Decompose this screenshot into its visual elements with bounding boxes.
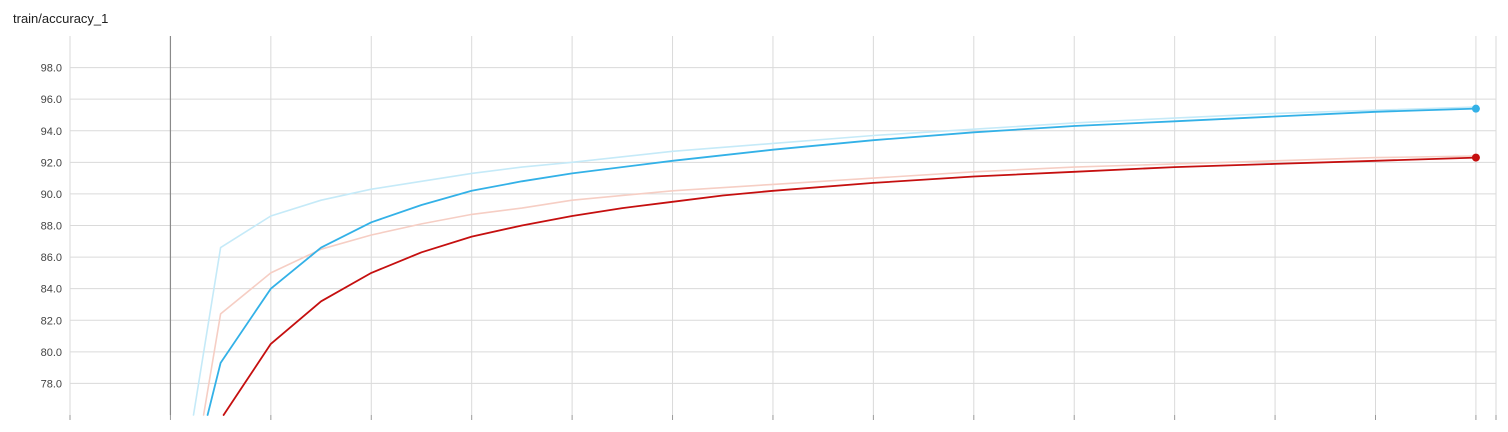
y-axis-tick-labels: 78.0 80.0 82.0 84.0 86.0 88.0 90.0 92.0 94.0 96.0… [41,63,62,391]
series-end-point-2 [1471,153,1480,162]
y-tick-label: 78.0 [41,378,62,390]
series-line-3 [202,155,1477,416]
y-tick-label: 90.0 [41,189,62,201]
axes [69,36,1497,420]
series-end-point-0 [1471,104,1480,113]
y-tick-label: 80.0 [41,347,62,359]
y-tick-label: 86.0 [41,252,62,264]
series-line-2 [222,156,1477,416]
series-layer [192,106,1477,416]
series-line-0 [206,107,1477,416]
y-tick-label: 88.0 [41,221,62,233]
y-tick-label: 82.0 [41,315,62,327]
end-markers [1471,104,1480,162]
chart-title: train/accuracy_1 [13,11,109,26]
series-line-1 [192,106,1477,416]
y-tick-label: 98.0 [41,63,62,75]
y-tick-label: 92.0 [41,157,62,169]
grid-layer [69,36,1497,415]
y-tick-label: 84.0 [41,284,62,296]
y-tick-label: 94.0 [41,126,62,138]
y-tick-label: 96.0 [41,94,62,106]
